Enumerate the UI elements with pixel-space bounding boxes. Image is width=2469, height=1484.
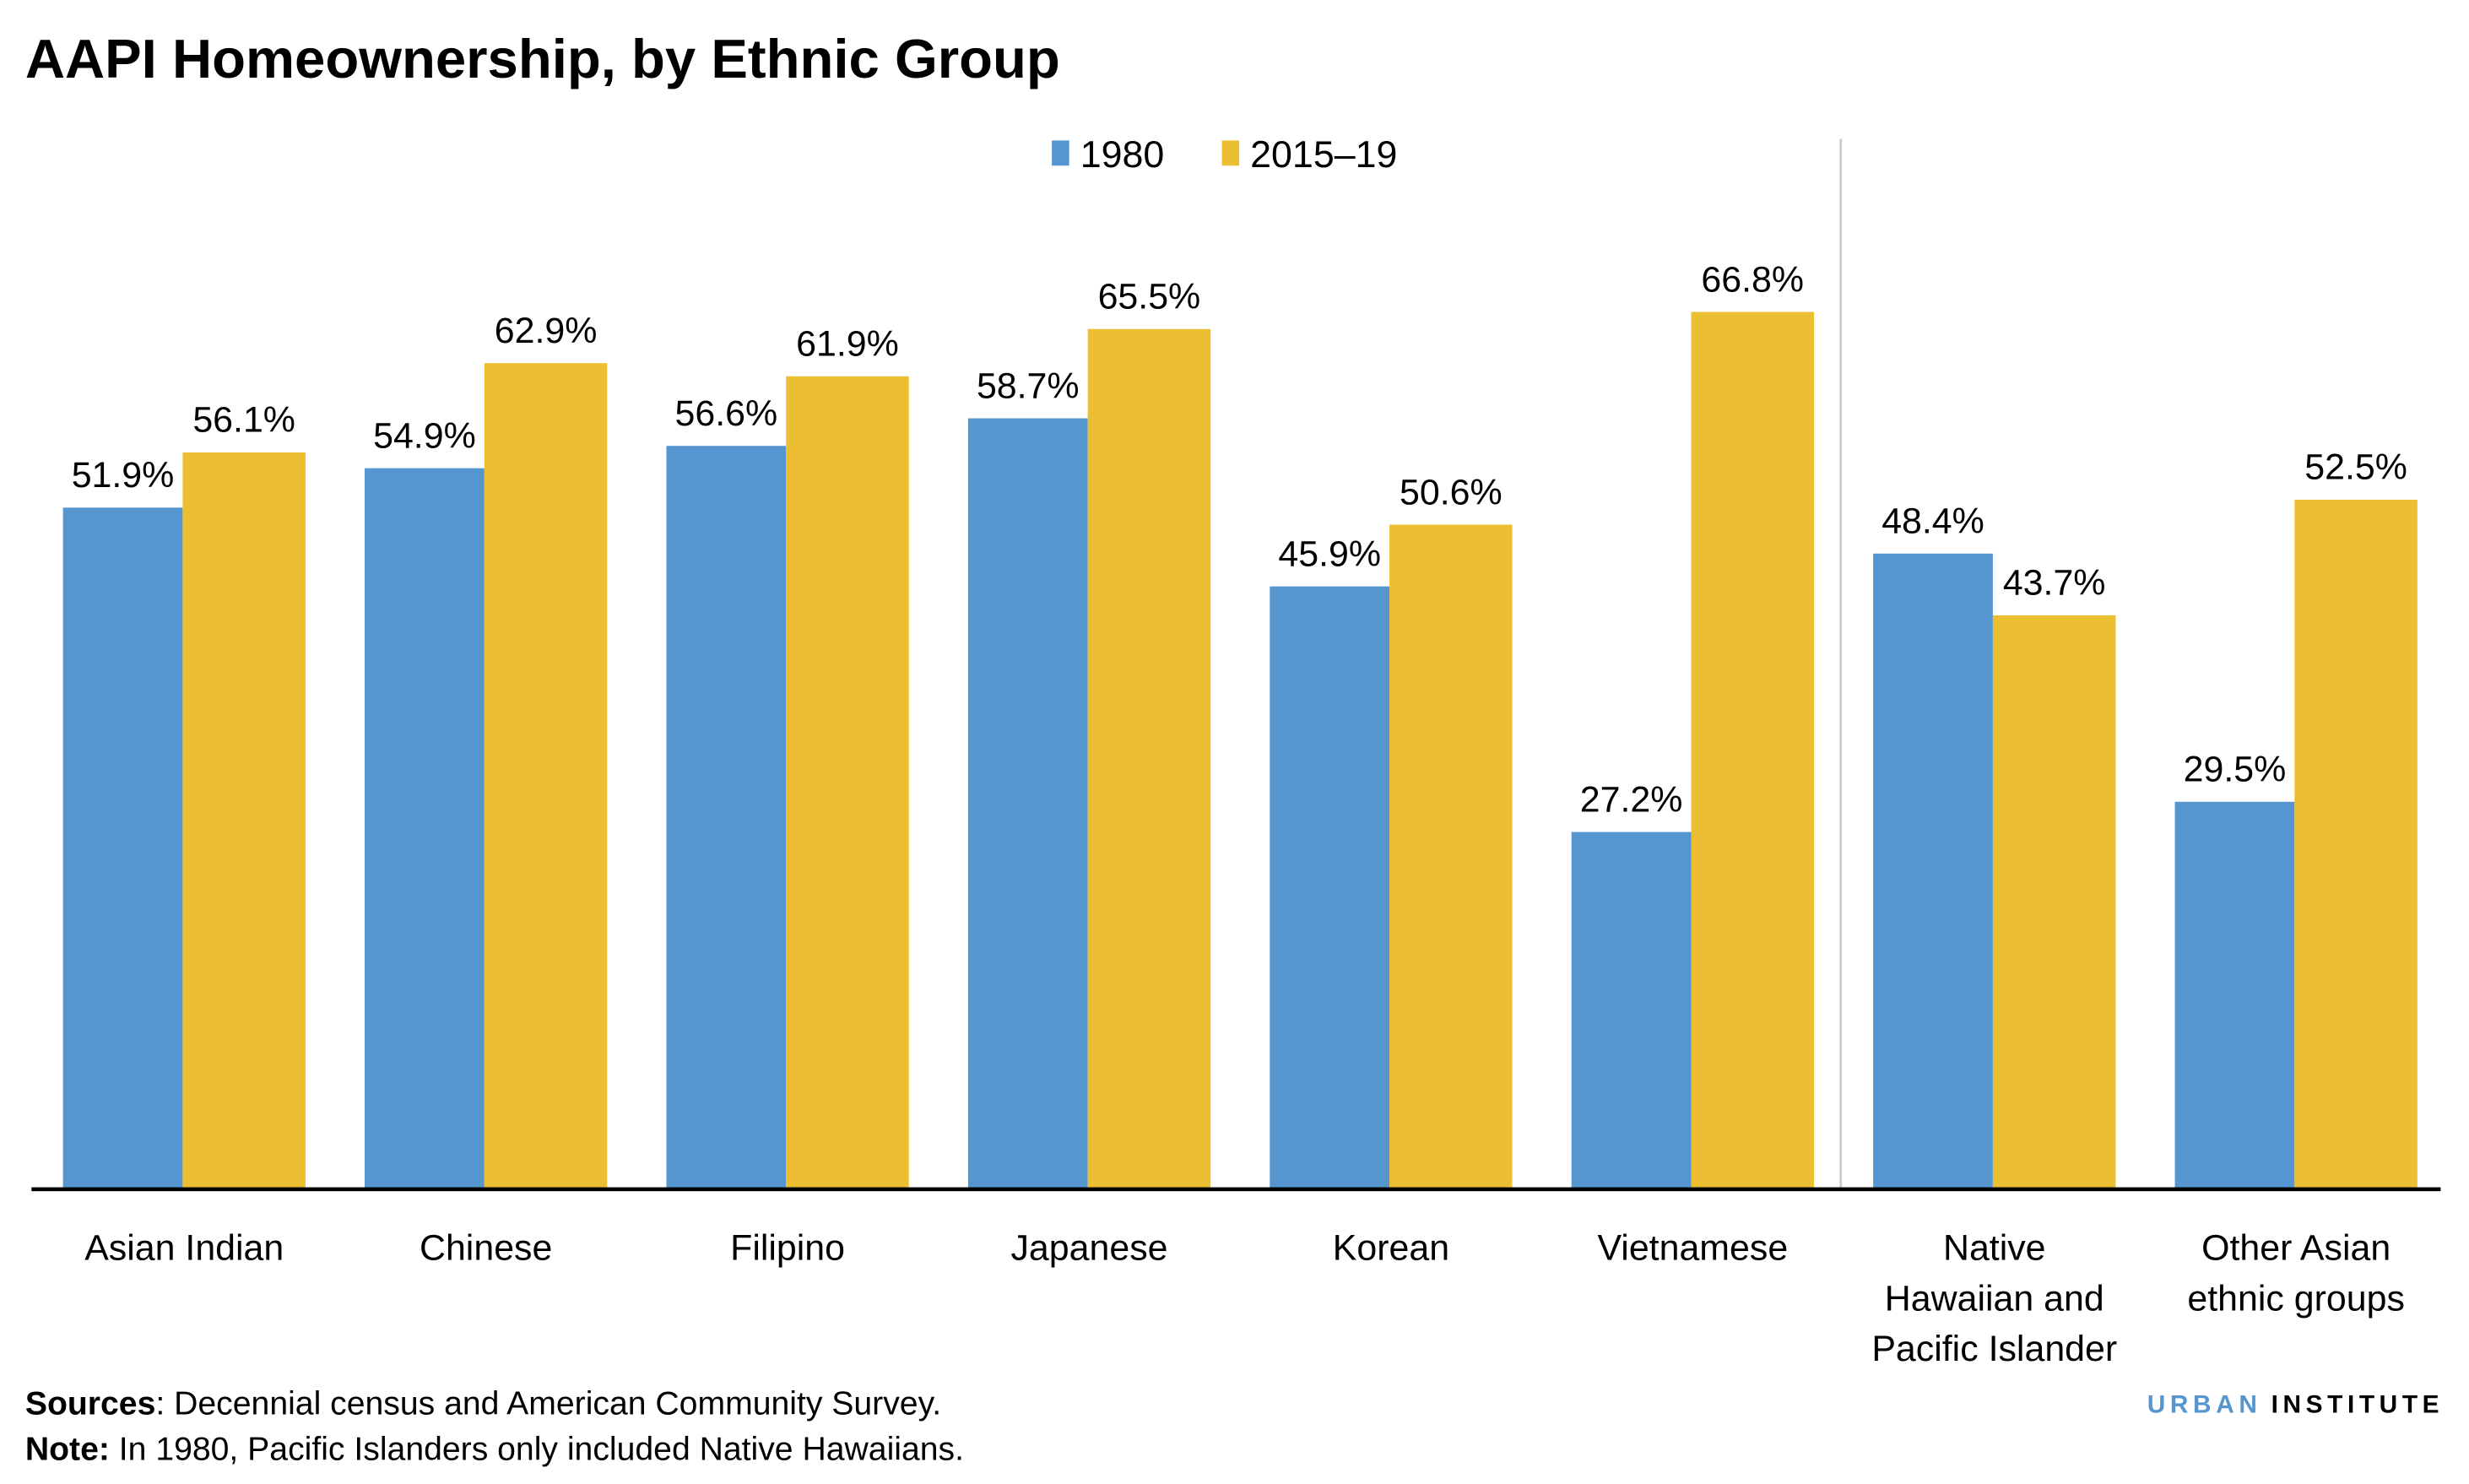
- bar-2015–19-5: [1691, 311, 1814, 1189]
- data-label: 61.9%: [796, 324, 899, 365]
- logo-part1: URBAN: [2147, 1391, 2262, 1419]
- legend-swatch: [1221, 140, 1240, 166]
- note: Note: In 1980, Pacific Islanders only in…: [25, 1432, 964, 1468]
- data-label: 54.9%: [373, 415, 476, 456]
- bar-1980-0: [62, 507, 183, 1189]
- data-label: 45.9%: [1278, 533, 1381, 574]
- bar-1980-5: [1571, 831, 1692, 1189]
- bar-2015–19-6: [1992, 615, 2116, 1189]
- logo-part2: INSTITUTE: [2271, 1391, 2444, 1419]
- bar-1980-1: [365, 468, 485, 1189]
- bar-1980-4: [1270, 586, 1390, 1189]
- bars: 51.9% 56.1% 54.9% 62.9% 56.6% 61.9% 58.7% 65.5%…: [62, 259, 2418, 1189]
- sources-label: Sources: [25, 1386, 156, 1422]
- bar-1980-2: [666, 446, 787, 1189]
- bar-2015–19-7: [2294, 500, 2418, 1189]
- data-label: 51.9%: [72, 455, 175, 496]
- data-label: 66.8%: [1701, 259, 1804, 300]
- legend: 1980 2015–19: [1052, 133, 1397, 176]
- note-text: In 1980, Pacific Islanders only included…: [110, 1432, 964, 1468]
- category-label: ethnic groups: [2187, 1278, 2405, 1319]
- category-label: Japanese: [1010, 1228, 1167, 1269]
- legend-label: 2015–19: [1250, 133, 1397, 176]
- bar-2015–19-2: [786, 376, 909, 1189]
- data-label: 48.4%: [1882, 501, 1984, 542]
- data-label: 52.5%: [2304, 447, 2407, 488]
- bar-2015–19-1: [484, 363, 608, 1189]
- sources-text: : Decennial census and American Communit…: [155, 1386, 941, 1422]
- bar-2015–19-3: [1087, 328, 1211, 1189]
- bar-1980-7: [2174, 801, 2295, 1189]
- sources-note: Sources: Decennial census and American C…: [25, 1386, 941, 1422]
- bar-1980-3: [967, 418, 1088, 1189]
- category-label: Asian Indian: [84, 1228, 284, 1269]
- data-label: 27.2%: [1580, 779, 1683, 820]
- bar-2015–19-4: [1389, 524, 1513, 1189]
- data-label: 62.9%: [495, 311, 598, 351]
- legend-label: 1980: [1080, 133, 1165, 176]
- category-label: Filipino: [730, 1228, 845, 1269]
- category-labels: Asian Indian Chinese Filipino Japanese Korea…: [84, 1228, 2405, 1369]
- category-label: Pacific Islander: [1871, 1329, 2117, 1369]
- data-label: 50.6%: [1400, 472, 1503, 512]
- data-label: 56.1%: [192, 400, 295, 441]
- category-label: Hawaiian and: [1885, 1278, 2104, 1319]
- category-label: Chinese: [420, 1228, 552, 1269]
- category-label: Other Asian: [2201, 1228, 2390, 1269]
- bar-1980-6: [1873, 553, 1993, 1189]
- category-label: Native: [1943, 1228, 2046, 1269]
- bar-2015–19-0: [182, 452, 306, 1189]
- data-label: 56.6%: [675, 393, 778, 434]
- chart-title: AAPI Homeownership, by Ethnic Group: [25, 28, 1060, 89]
- data-label: 43.7%: [2003, 563, 2106, 604]
- urban-institute-logo: URBAN INSTITUTE: [2147, 1391, 2444, 1419]
- legend-swatch: [1052, 140, 1069, 166]
- category-label: Korean: [1333, 1228, 1449, 1269]
- data-label: 65.5%: [1098, 277, 1201, 317]
- data-label: 29.5%: [2184, 750, 2287, 790]
- category-label: Vietnamese: [1597, 1228, 1788, 1269]
- note-label: Note:: [25, 1432, 110, 1468]
- data-label: 58.7%: [977, 366, 1080, 406]
